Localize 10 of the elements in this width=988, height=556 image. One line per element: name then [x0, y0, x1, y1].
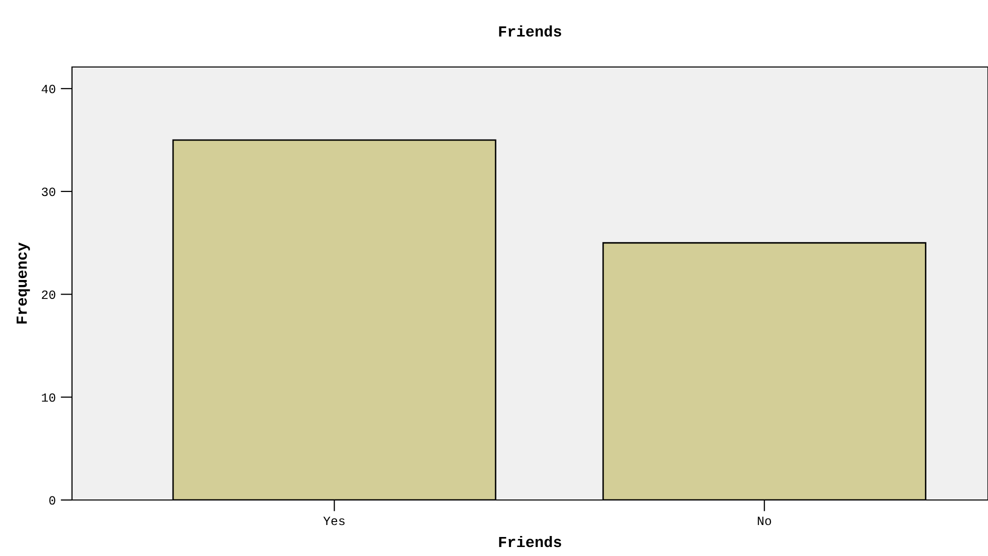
y-tick-label: 30 — [42, 188, 56, 196]
y-tick-label: 20 — [42, 290, 56, 299]
y-tick-label: 0 — [49, 496, 56, 505]
x-axis-title: Friends — [499, 536, 562, 548]
x-tick-label: Yes — [323, 516, 345, 526]
y-axis-title: Frequency — [16, 242, 30, 324]
x-tick-label: No — [758, 516, 772, 526]
y-tick-label: 40 — [42, 84, 56, 94]
chart-title: Friends — [499, 25, 562, 37]
y-tick-label: 10 — [42, 393, 56, 402]
